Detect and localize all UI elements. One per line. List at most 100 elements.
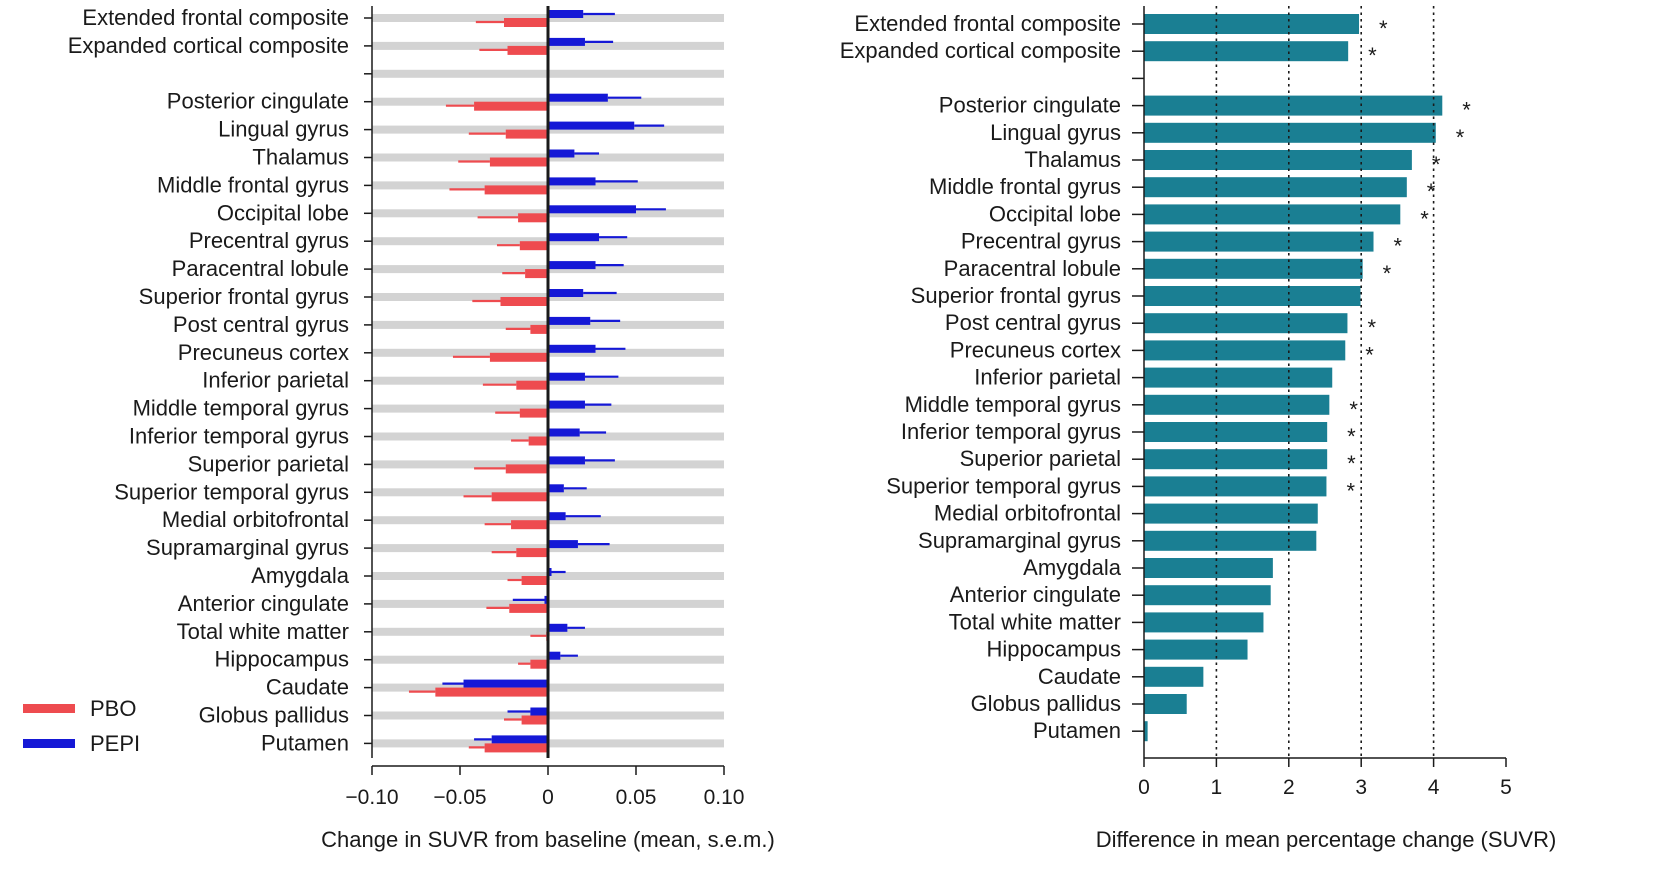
- x-tick-label-0: −0.10: [345, 786, 398, 809]
- bar-middle-frontal-gyrus: [1144, 177, 1407, 198]
- y-tick-label-supramarginal-gyrus: Supramarginal gyrus: [918, 528, 1121, 553]
- bar-middle-temporal-gyrus: [1144, 394, 1330, 415]
- y-tick-label-precuneus-cortex: Precuneus cortex: [178, 340, 349, 365]
- bar-hippocampus: [1144, 639, 1248, 660]
- pepi-bar-inferior-temporal-gyrus: [548, 428, 580, 437]
- pbo-bar-post-central-gyrus: [530, 324, 548, 334]
- y-tick-label-inferior-temporal-gyrus: Inferior temporal gyrus: [129, 424, 349, 449]
- y-tick-label-medial-orbitofrontal: Medial orbitofrontal: [934, 501, 1121, 526]
- pbo-bar-lingual-gyrus: [505, 129, 548, 139]
- pepi-bar-amygdala: [548, 568, 552, 576]
- pepi-bar-superior-frontal-gyrus: [548, 289, 584, 297]
- pbo-bar-precentral-gyrus: [519, 241, 548, 251]
- left-panel-change-in-suvr: Extended frontal composite Expanded corti…: [23, 5, 775, 852]
- pepi-bar-middle-temporal-gyrus: [548, 400, 585, 409]
- pbo-bar-globus-pallidus: [521, 715, 548, 725]
- y-tick-label-superior-frontal-gyrus: Superior frontal gyrus: [911, 283, 1121, 308]
- bar-inferior-temporal-gyrus: [1144, 422, 1328, 442]
- bar-thalamus: [1144, 150, 1412, 170]
- y-tick-label-hippocampus: Hippocampus: [214, 647, 349, 672]
- significance-star-superior-parietal: *: [1347, 451, 1356, 476]
- significance-star-expanded-cortical-composite: *: [1368, 43, 1377, 68]
- bar-precentral-gyrus: [1144, 231, 1374, 252]
- y-tick-label-precentral-gyrus: Precentral gyrus: [961, 229, 1121, 254]
- pepi-bar-medial-orbitofrontal: [548, 512, 566, 521]
- y-tick-label-posterior-cingulate: Posterior cingulate: [939, 93, 1121, 118]
- bar-caudate: [1144, 666, 1204, 687]
- x-tick-label-2: 0: [542, 786, 554, 809]
- y-tick-label-lingual-gyrus: Lingual gyrus: [218, 117, 349, 142]
- pepi-bar-caudate: [463, 679, 548, 688]
- pepi-bar-superior-temporal-gyrus: [548, 484, 564, 493]
- bar-superior-parietal: [1144, 449, 1328, 470]
- y-tick-label-middle-temporal-gyrus: Middle temporal gyrus: [133, 396, 349, 421]
- y-tick-label-supramarginal-gyrus: Supramarginal gyrus: [146, 535, 349, 560]
- y-tick-label-paracentral-lobule: Paracentral lobule: [172, 256, 349, 281]
- pbo-bar-thalamus: [489, 157, 548, 167]
- bar-putamen: [1144, 721, 1148, 742]
- bar-superior-temporal-gyrus: [1144, 476, 1327, 497]
- pbo-bar-hippocampus: [530, 659, 548, 669]
- y-tick-label-globus-pallidus: Globus pallidus: [199, 703, 349, 728]
- pbo-bar-paracentral-lobule: [525, 269, 548, 279]
- bar-inferior-parietal: [1144, 367, 1333, 388]
- right-panel-difference-in-percentage-change: ***************Extended frontal composit…: [840, 6, 1556, 852]
- pepi-bar-extended-frontal-composite: [548, 10, 584, 18]
- pepi-bar-expanded-cortical-composite: [548, 37, 585, 46]
- pbo-bar-supramarginal-gyrus: [516, 548, 548, 558]
- bar-expanded-cortical-composite: [1144, 41, 1349, 62]
- y-tick-label-putamen: Putamen: [1033, 718, 1121, 743]
- y-tick-label-caudate: Caudate: [1038, 664, 1121, 689]
- significance-star-superior-temporal-gyrus: *: [1346, 478, 1355, 503]
- y-tick-label-expanded-cortical-composite: Expanded cortical composite: [840, 38, 1121, 63]
- y-tick-label-hippocampus: Hippocampus: [986, 637, 1121, 662]
- legend-pepi-swatch: [23, 739, 75, 748]
- pepi-bar-anterior-cingulate: [544, 595, 548, 604]
- significance-star-thalamus: *: [1432, 152, 1441, 177]
- significance-star-paracentral-lobule: *: [1383, 261, 1392, 286]
- y-tick-label-inferior-parietal: Inferior parietal: [202, 368, 349, 393]
- bar-post-central-gyrus: [1144, 313, 1348, 334]
- significance-star-lingual-gyrus: *: [1456, 125, 1465, 150]
- significance-star-middle-temporal-gyrus: *: [1349, 397, 1358, 422]
- pepi-bar-inferior-parietal: [548, 372, 585, 381]
- x-tick-label-4: 4: [1428, 776, 1440, 799]
- y-tick-label-inferior-temporal-gyrus: Inferior temporal gyrus: [901, 419, 1121, 444]
- x-tick-label-3: 0.05: [616, 786, 657, 809]
- bar-globus-pallidus: [1144, 694, 1187, 714]
- pepi-bar-occipital-lobe: [548, 205, 636, 214]
- bar-lingual-gyrus: [1144, 122, 1436, 143]
- bar-medial-orbitofrontal: [1144, 503, 1318, 524]
- y-tick-label-total-white-matter: Total white matter: [177, 619, 349, 644]
- x-tick-label-1: −0.05: [433, 786, 486, 809]
- significance-star-posterior-cingulate: *: [1462, 98, 1471, 123]
- y-tick-label-posterior-cingulate: Posterior cingulate: [167, 89, 349, 114]
- pepi-bar-superior-parietal: [548, 456, 585, 465]
- y-tick-label-amygdala: Amygdala: [251, 563, 350, 588]
- pbo-bar-middle-frontal-gyrus: [484, 185, 548, 195]
- pbo-bar-medial-orbitofrontal: [511, 520, 548, 530]
- bar-posterior-cingulate: [1144, 95, 1443, 116]
- pbo-bar-inferior-parietal: [516, 380, 548, 390]
- pbo-bar-occipital-lobe: [518, 213, 548, 223]
- pepi-bar-putamen: [491, 735, 548, 744]
- y-tick-label-middle-frontal-gyrus: Middle frontal gyrus: [157, 172, 349, 197]
- bar-total-white-matter: [1144, 612, 1264, 633]
- legend-pbo-swatch: [23, 704, 75, 713]
- pbo-bar-putamen: [484, 743, 548, 753]
- bar-precuneus-cortex: [1144, 340, 1346, 361]
- pbo-bar-inferior-temporal-gyrus: [528, 436, 548, 446]
- y-tick-label-globus-pallidus: Globus pallidus: [971, 691, 1121, 716]
- legend-pepi-label: PEPI: [90, 731, 140, 756]
- pbo-bar-superior-temporal-gyrus: [491, 492, 548, 502]
- y-tick-label-superior-frontal-gyrus: Superior frontal gyrus: [139, 284, 349, 309]
- y-tick-label-putamen: Putamen: [261, 730, 349, 755]
- pepi-bar-hippocampus: [548, 651, 561, 660]
- pbo-bar-precuneus-cortex: [489, 352, 548, 362]
- bar-superior-frontal-gyrus: [1144, 286, 1361, 306]
- significance-star-middle-frontal-gyrus: *: [1427, 179, 1436, 204]
- significance-star-inferior-temporal-gyrus: *: [1347, 424, 1356, 449]
- pbo-bar-anterior-cingulate: [509, 603, 548, 613]
- y-tick-label-amygdala: Amygdala: [1023, 555, 1122, 580]
